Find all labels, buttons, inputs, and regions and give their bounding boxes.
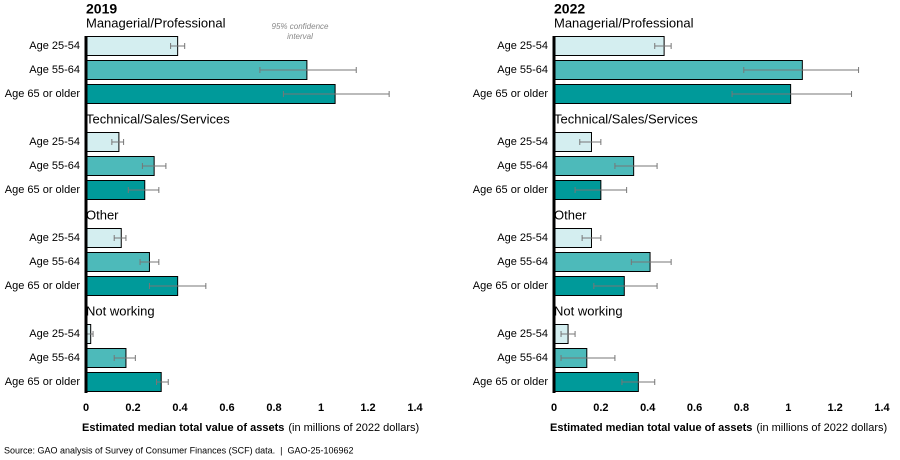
category-label: Age 25-54 <box>29 232 80 244</box>
error-bar <box>731 91 853 97</box>
bar <box>85 372 162 392</box>
error-bar <box>743 67 860 73</box>
x-axis-label: Estimated median total value of assets (i… <box>550 422 887 434</box>
category-label: Age 25-54 <box>497 328 548 340</box>
category-label: Age 25-54 <box>497 40 548 52</box>
x-tick-label: 1 <box>785 402 791 414</box>
x-axis-unit: (in millions of 2022 dollars) <box>756 422 887 434</box>
x-tick-label: 0.6 <box>219 402 234 414</box>
x-tick-label: 1.2 <box>360 402 375 414</box>
group-label: Other <box>86 207 119 222</box>
category-label: Age 25-54 <box>497 136 548 148</box>
error-bar <box>127 187 160 193</box>
panel-title: 2019 <box>86 1 117 17</box>
x-tick-label: 0.4 <box>172 402 188 414</box>
error-bar <box>259 67 357 73</box>
error-bar <box>141 163 167 169</box>
error-bar <box>630 259 672 265</box>
x-axis-title: Estimated median total value of assets <box>550 422 752 434</box>
group-label: Other <box>554 207 587 222</box>
category-label: Age 65 or older <box>5 280 81 292</box>
category-label: Age 25-54 <box>29 328 80 340</box>
category-label: Age 65 or older <box>5 184 81 196</box>
category-label: Age 65 or older <box>5 376 81 388</box>
error-bar <box>113 235 127 241</box>
error-bar <box>282 91 390 97</box>
error-bar <box>156 379 169 385</box>
group-label: Managerial/Professional <box>554 15 694 30</box>
source-note: Source: GAO analysis of Survey of Consum… <box>4 445 354 455</box>
category-label: Age 25-54 <box>29 136 80 148</box>
category-label: Age 65 or older <box>473 184 549 196</box>
error-bar <box>579 139 602 145</box>
x-tick-label: 1.4 <box>407 402 423 414</box>
x-tick-label: 1.4 <box>874 402 890 414</box>
x-tick-label: 0 <box>83 402 89 414</box>
error-bar <box>654 43 672 49</box>
x-tick-label: 0.8 <box>266 402 281 414</box>
x-axis-title: Estimated median total value of assets <box>82 422 284 434</box>
error-bar <box>593 283 658 289</box>
error-bar <box>574 187 628 193</box>
error-bar <box>581 235 602 241</box>
group-label: Managerial/Professional <box>86 15 226 30</box>
error-bar <box>560 355 616 361</box>
category-label: Age 25-54 <box>497 232 548 244</box>
category-label: Age 65 or older <box>5 88 81 100</box>
group-label: Not working <box>86 303 155 318</box>
category-label: Age 25-54 <box>29 40 80 52</box>
group-label: Technical/Sales/Services <box>86 111 230 126</box>
category-label: Age 65 or older <box>473 280 549 292</box>
x-axis-label: Estimated median total value of assets (i… <box>82 422 419 434</box>
error-bar <box>111 139 125 145</box>
group-label: Technical/Sales/Services <box>554 111 698 126</box>
x-tick-label: 1.2 <box>827 402 842 414</box>
error-bar <box>621 379 656 385</box>
category-label: Age 55-64 <box>497 64 548 76</box>
category-label: Age 55-64 <box>497 160 548 172</box>
error-bar <box>170 43 186 49</box>
category-label: Age 55-64 <box>497 352 548 364</box>
x-axis-unit: (in millions of 2022 dollars) <box>288 422 419 434</box>
bar <box>553 36 665 56</box>
x-tick-label: 0 <box>551 402 557 414</box>
group-label: Not working <box>554 303 623 318</box>
error-bar <box>113 355 136 361</box>
x-tick-label: 0.8 <box>734 402 749 414</box>
category-label: Age 55-64 <box>29 64 80 76</box>
category-label: Age 55-64 <box>29 352 80 364</box>
annotation: 95% confidence interval <box>271 22 329 41</box>
bar <box>85 36 179 56</box>
x-tick-label: 0.4 <box>640 402 656 414</box>
category-label: Age 55-64 <box>497 256 548 268</box>
error-bar <box>148 283 207 289</box>
error-bar <box>139 259 160 265</box>
x-tick-label: 0.2 <box>125 402 140 414</box>
annotation-text: 95% confidence interval <box>271 22 329 41</box>
error-bar <box>560 331 576 337</box>
category-label: Age 55-64 <box>29 160 80 172</box>
category-label: Age 65 or older <box>473 88 549 100</box>
error-bar <box>614 163 658 169</box>
panel-title: 2022 <box>554 1 585 17</box>
x-tick-label: 0.2 <box>593 402 608 414</box>
category-label: Age 65 or older <box>473 376 549 388</box>
x-tick-label: 0.6 <box>687 402 702 414</box>
category-label: Age 55-64 <box>29 256 80 268</box>
x-tick-label: 1 <box>318 402 324 414</box>
